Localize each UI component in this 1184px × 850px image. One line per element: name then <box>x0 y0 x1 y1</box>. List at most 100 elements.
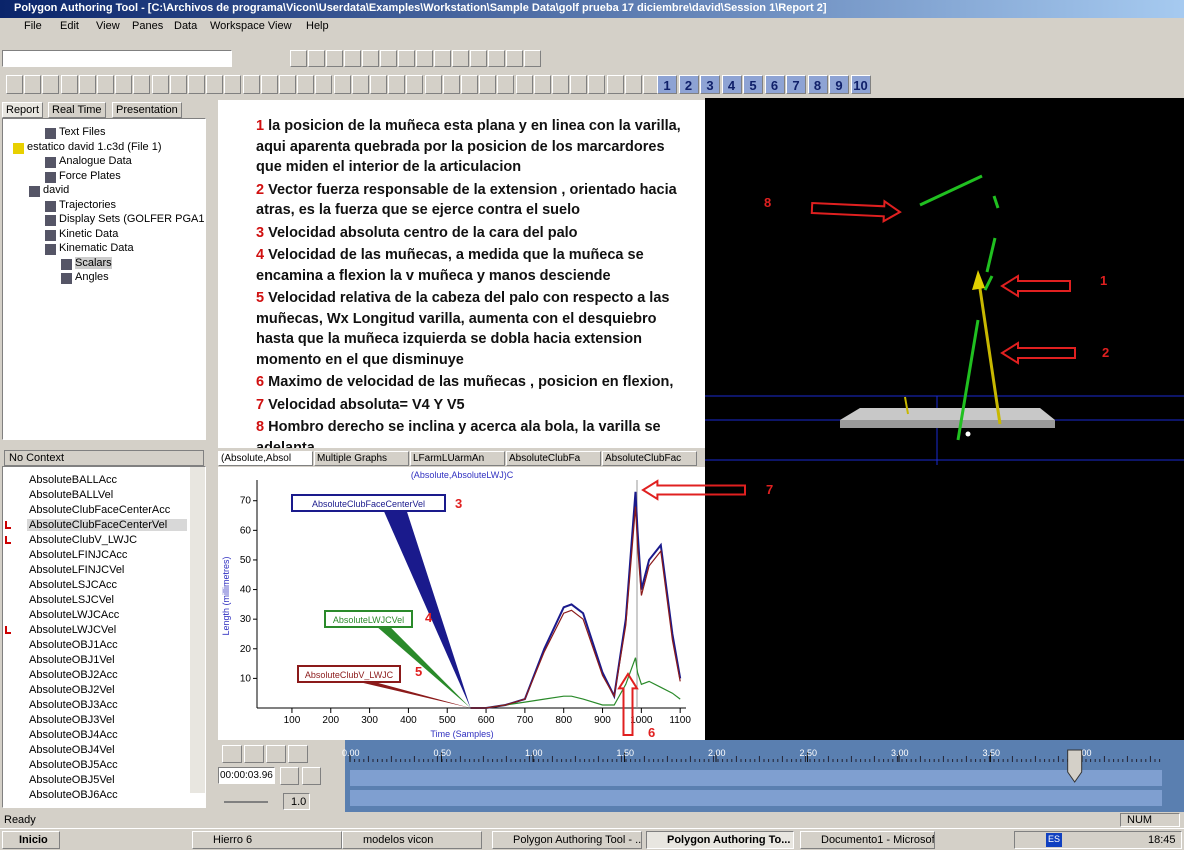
tool-button[interactable] <box>326 50 343 67</box>
task-item[interactable]: Hierro 6 <box>192 831 342 849</box>
tab[interactable]: Presentation <box>112 102 182 118</box>
list-item[interactable]: AbsoluteOBJ2Acc <box>27 669 187 681</box>
tool-button[interactable] <box>470 50 487 67</box>
tree-item[interactable]: Angles <box>75 271 109 283</box>
list-item[interactable]: AbsoluteOBJ4Acc <box>27 729 187 741</box>
tool-button[interactable] <box>279 75 296 94</box>
tool-button[interactable] <box>380 50 397 67</box>
context-header[interactable]: No Context <box>4 450 204 466</box>
tool-button[interactable] <box>479 75 496 94</box>
tool-button[interactable] <box>570 75 587 94</box>
step-button[interactable] <box>302 767 321 785</box>
list-item[interactable]: AbsoluteOBJ6Acc <box>27 789 187 801</box>
play-button[interactable] <box>266 745 286 763</box>
view-button[interactable]: 8 <box>808 75 828 94</box>
speed-slider[interactable] <box>224 801 268 803</box>
tool-button[interactable] <box>425 75 442 94</box>
view-button[interactable]: 10 <box>851 75 871 94</box>
tool-button[interactable] <box>79 75 96 94</box>
task-item[interactable]: Documento1 - Microsoft ... <box>800 831 935 849</box>
menu-item[interactable]: File <box>24 20 42 32</box>
list-item[interactable]: AbsoluteOBJ4Vel <box>27 744 187 756</box>
tool-button[interactable] <box>388 75 405 94</box>
menu-item[interactable]: View <box>96 20 120 32</box>
view-button[interactable]: 6 <box>765 75 785 94</box>
tool-button[interactable] <box>24 75 41 94</box>
combo[interactable] <box>2 50 232 67</box>
tree-item[interactable]: Scalars <box>75 257 112 269</box>
tool-button[interactable] <box>290 50 307 67</box>
tool-button[interactable] <box>398 50 415 67</box>
time-field[interactable]: 00:00:03.96 <box>218 767 275 784</box>
list-item[interactable]: AbsoluteOBJ1Vel <box>27 654 187 666</box>
tool-button[interactable] <box>497 75 514 94</box>
tool-button[interactable] <box>434 50 451 67</box>
view-button[interactable]: 4 <box>722 75 742 94</box>
list-item[interactable]: AbsoluteBALLAcc <box>27 474 187 486</box>
tool-button[interactable] <box>115 75 132 94</box>
tool-button[interactable] <box>6 75 23 94</box>
tool-button[interactable] <box>152 75 169 94</box>
tree-item[interactable]: david <box>43 184 69 196</box>
view-button[interactable]: 9 <box>829 75 849 94</box>
list-item[interactable]: AbsoluteOBJ2Vel <box>27 684 187 696</box>
tool-button[interactable] <box>261 75 278 94</box>
tree-item[interactable]: Trajectories <box>59 199 116 211</box>
menu-item[interactable]: Data <box>174 20 197 32</box>
view-button[interactable]: 7 <box>786 75 806 94</box>
list-item[interactable]: AbsoluteOBJ5Vel <box>27 774 187 786</box>
tool-button[interactable] <box>552 75 569 94</box>
task-item[interactable]: Polygon Authoring To... <box>646 831 794 849</box>
play-button[interactable] <box>222 745 242 763</box>
play-button[interactable] <box>244 745 264 763</box>
tool-button[interactable] <box>461 75 478 94</box>
3d-viewport[interactable] <box>705 98 1184 740</box>
task-item[interactable]: Polygon Authoring Tool - ... <box>492 831 642 849</box>
list-item[interactable]: AbsoluteClubV_LWJC <box>27 534 187 546</box>
tree-item[interactable]: Kinematic Data <box>59 242 134 254</box>
view-button[interactable]: 3 <box>700 75 720 94</box>
list-item[interactable]: AbsoluteOBJ3Vel <box>27 714 187 726</box>
tool-button[interactable] <box>406 75 423 94</box>
menu-item[interactable]: Edit <box>60 20 79 32</box>
step-button[interactable] <box>280 767 299 785</box>
list-item[interactable]: AbsoluteLSJCVel <box>27 594 187 606</box>
tool-button[interactable] <box>352 75 369 94</box>
tool-button[interactable] <box>170 75 187 94</box>
tool-button[interactable] <box>308 50 325 67</box>
list-item[interactable]: AbsoluteOBJ3Acc <box>27 699 187 711</box>
tree-item[interactable]: Kinetic Data <box>59 228 118 240</box>
graph-tab[interactable]: LFarmLUarmAn <box>410 451 505 466</box>
view-button[interactable]: 5 <box>743 75 763 94</box>
tool-button[interactable] <box>443 75 460 94</box>
list-item[interactable]: AbsoluteClubFaceCenterVel <box>27 519 187 531</box>
tool-button[interactable] <box>206 75 223 94</box>
start-button[interactable]: Inicio <box>2 831 60 849</box>
list-item[interactable]: AbsoluteLFINJCAcc <box>27 549 187 561</box>
tool-button[interactable] <box>506 50 523 67</box>
tool-button[interactable] <box>61 75 78 94</box>
tool-button[interactable] <box>133 75 150 94</box>
tool-button[interactable] <box>362 50 379 67</box>
list-item[interactable]: AbsoluteOBJ5Acc <box>27 759 187 771</box>
tool-button[interactable] <box>516 75 533 94</box>
tree-item[interactable]: Force Plates <box>59 170 121 182</box>
tree-item[interactable]: Analogue Data <box>59 155 132 167</box>
menu-item[interactable]: Panes <box>132 20 163 32</box>
tool-button[interactable] <box>588 75 605 94</box>
list-item[interactable]: AbsoluteClubFaceCenterAcc <box>27 504 187 516</box>
tool-button[interactable] <box>524 50 541 67</box>
speed-field[interactable]: 1.0 <box>283 793 310 810</box>
tool-button[interactable] <box>625 75 642 94</box>
tree-item[interactable]: Display Sets (GOLFER PGA1 <box>59 213 205 225</box>
view-button[interactable]: 2 <box>679 75 699 94</box>
tool-button[interactable] <box>224 75 241 94</box>
list-item[interactable]: AbsoluteLFINJCVel <box>27 564 187 576</box>
tool-button[interactable] <box>315 75 332 94</box>
tool-button[interactable] <box>607 75 624 94</box>
tool-button[interactable] <box>243 75 260 94</box>
tool-button[interactable] <box>534 75 551 94</box>
list-item[interactable]: AbsoluteOBJ1Acc <box>27 639 187 651</box>
tool-button[interactable] <box>452 50 469 67</box>
menu-item[interactable]: Help <box>306 20 329 32</box>
